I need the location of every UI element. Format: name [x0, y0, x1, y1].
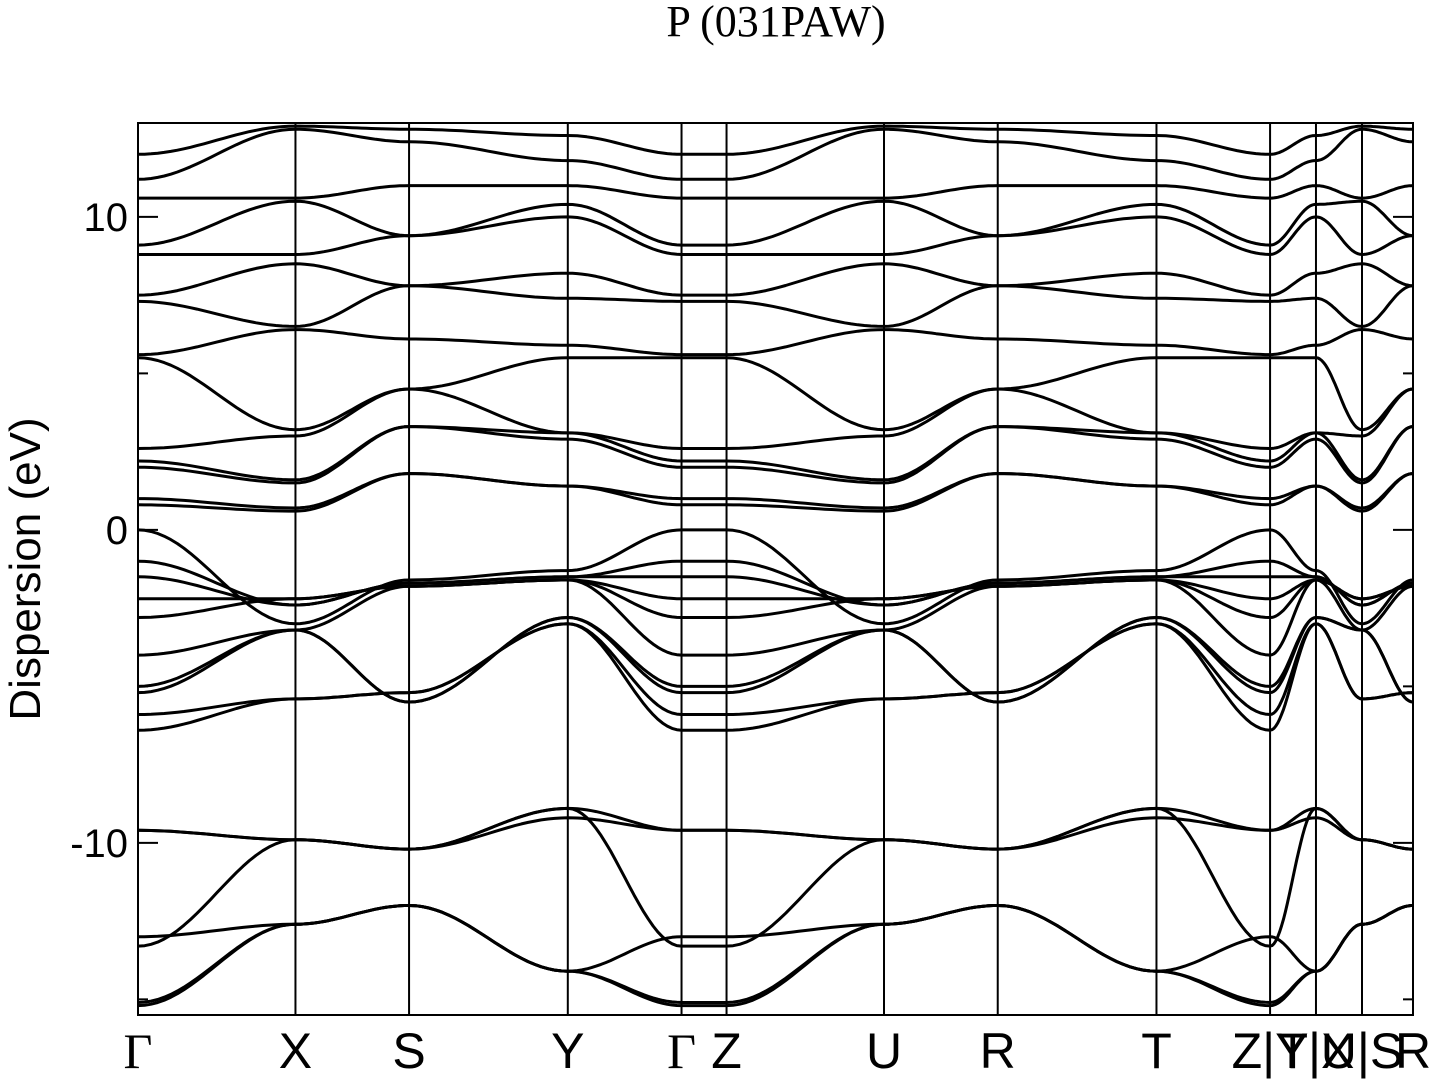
- y-tick-label: -10: [70, 822, 128, 866]
- kpoint-label: S: [392, 1023, 425, 1079]
- band-23: [138, 328, 1413, 357]
- y-ticks: 10 0 -10: [70, 196, 1413, 1001]
- kpoint-label: X: [279, 1023, 312, 1079]
- band-4: [138, 806, 1413, 948]
- y-axis-label: Dispersion (eV): [1, 417, 50, 720]
- kpoint-label: R: [980, 1023, 1016, 1079]
- kpoint-label: Γ: [124, 1023, 153, 1079]
- band-8: [138, 622, 1413, 716]
- kpoint-label: R: [1395, 1023, 1431, 1079]
- band-29: [138, 127, 1413, 181]
- band-24: [138, 284, 1413, 328]
- band-lines: [138, 124, 1413, 1008]
- y-tick-label: 10: [84, 196, 129, 240]
- chart-title: P (031PAW): [666, 0, 885, 46]
- band-22: [138, 356, 1413, 432]
- band-7: [138, 622, 1413, 732]
- kpoint-lines: [294, 123, 1363, 1015]
- kpoint-label: Z|Y: [1232, 1023, 1309, 1079]
- plot-frame: [137, 122, 1414, 1016]
- kpoint-label: Z: [711, 1023, 742, 1079]
- kpoint-label: Y: [551, 1023, 584, 1079]
- kpoint-labels: Γ X S Y Γ Z U R T Z|YT|XU|SR: [124, 1023, 1432, 1079]
- kpoint-label: Γ: [667, 1023, 696, 1079]
- band-21: [138, 387, 1413, 450]
- band-25: [138, 262, 1413, 297]
- band-19: [138, 425, 1413, 485]
- kpoint-label: U|S: [1321, 1023, 1403, 1079]
- y-tick-label: 0: [106, 509, 128, 553]
- kpoint-label: U: [866, 1023, 902, 1079]
- band-28: [138, 184, 1413, 200]
- band-3: [138, 904, 1413, 973]
- kpoint-label: T: [1141, 1023, 1172, 1079]
- kpoint-label: T|X: [1278, 1023, 1355, 1079]
